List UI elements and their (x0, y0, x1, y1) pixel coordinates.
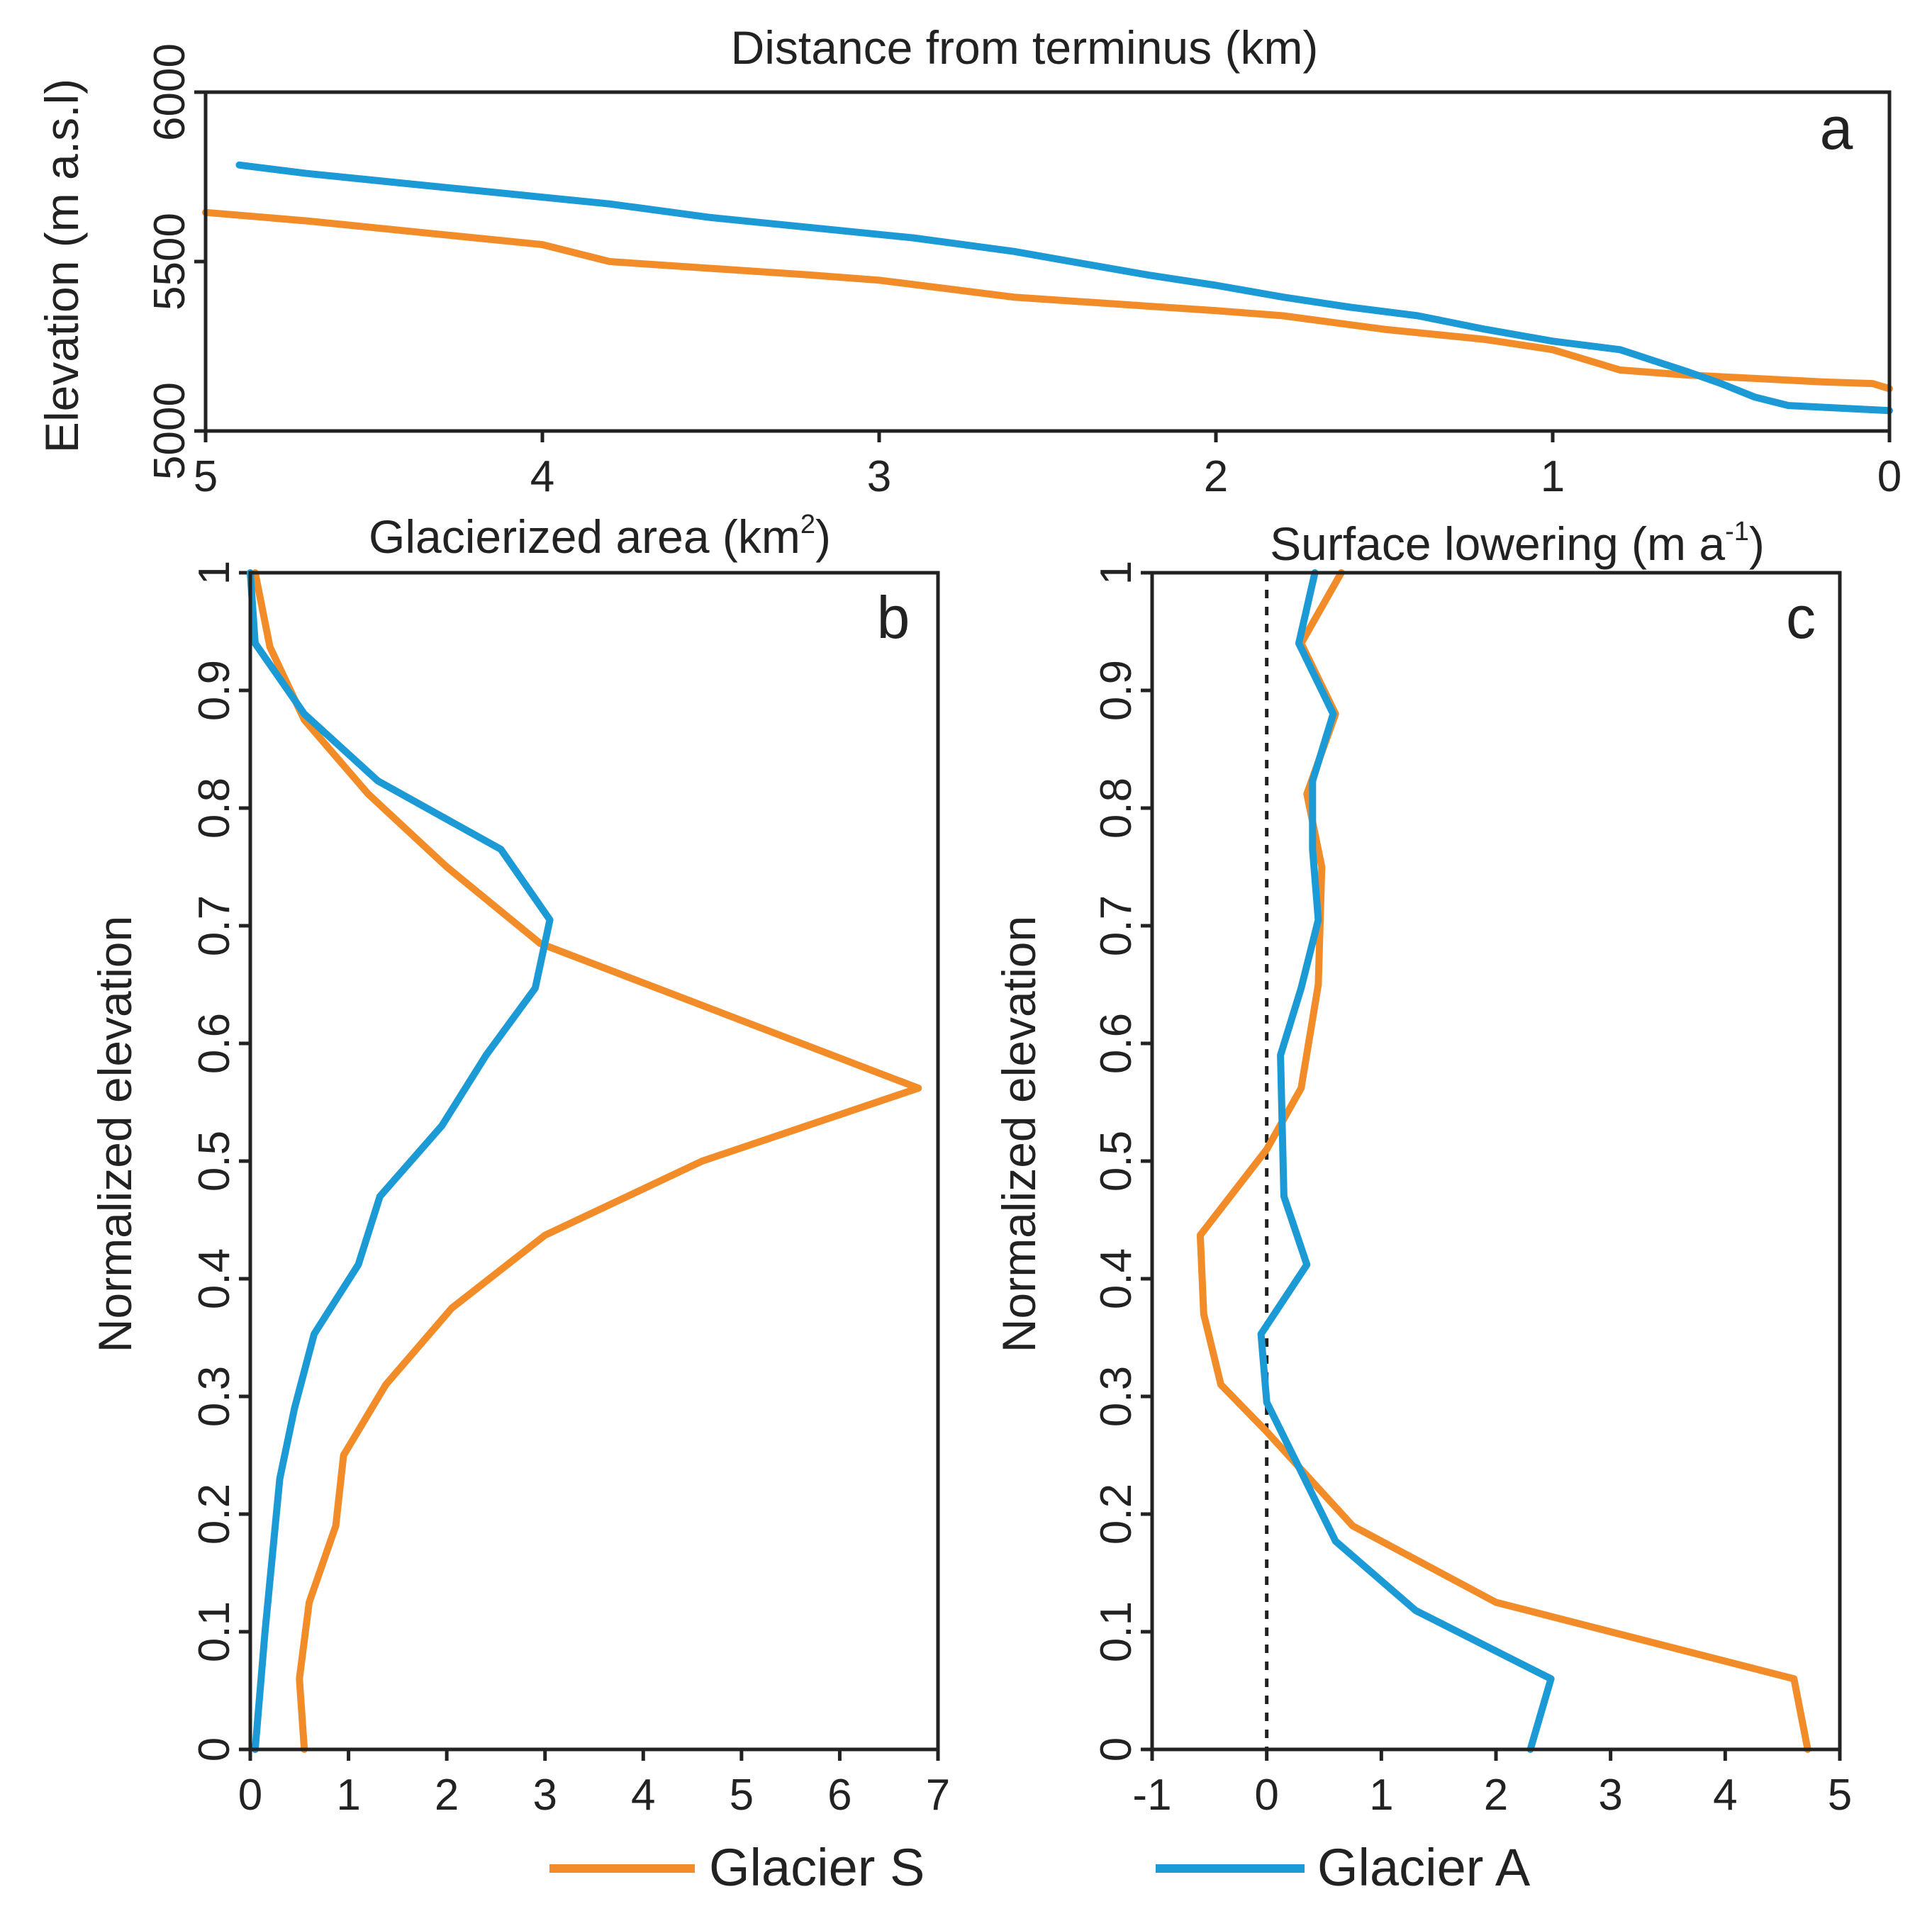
panel-b-lines (247, 569, 922, 1753)
panel-b-xticks: 0 1 2 3 4 5 6 7 (238, 1749, 950, 1820)
y-tick-label: 0.5 (190, 1131, 239, 1192)
y-tick-label: 5500 (145, 213, 194, 310)
x-tick-label: 5 (194, 452, 218, 501)
y-tick-label: 0.9 (1092, 660, 1141, 721)
x-tick-label: 5 (1828, 1771, 1852, 1820)
panel-c-yticks: 0 0.1 0.2 0.3 0.4 0.5 0.6 0.7 0.8 0.9 1 (1092, 561, 1152, 1761)
panel-b-title: Glacierized area (km2) (369, 510, 831, 563)
x-tick-label: 1 (336, 1771, 360, 1820)
y-tick-label: 6000 (145, 43, 194, 141)
y-tick-label: 0.1 (190, 1601, 239, 1662)
x-tick-label: 3 (867, 452, 891, 501)
x-tick-label: 4 (1713, 1771, 1737, 1820)
panel-a-yticks: 5000 5500 6000 (145, 43, 206, 480)
y-tick-label: 0.8 (190, 778, 239, 839)
y-tick-label: 0.4 (1092, 1248, 1141, 1309)
x-tick-label: -1 (1132, 1771, 1171, 1820)
y-tick-label: 0.6 (1092, 1013, 1141, 1074)
x-tick-label: 5 (730, 1771, 754, 1820)
panel-b: Glacierized area (km2) Normalized elevat… (89, 510, 950, 1820)
panel-a: Distance from terminus (km) Elevation (m… (35, 21, 1902, 501)
y-tick-label: 0.7 (1092, 895, 1141, 956)
panel-b-yticks: 0 0.1 0.2 0.3 0.4 0.5 0.6 0.7 0.8 0.9 1 (190, 561, 250, 1761)
panel-b-frame (248, 571, 940, 1752)
y-tick-label: 5000 (145, 382, 194, 480)
y-tick-label: 0.4 (190, 1248, 239, 1309)
x-tick-label: 2 (1204, 452, 1228, 501)
panel-c-frame (1150, 571, 1842, 1752)
y-tick-label: 0.6 (190, 1013, 239, 1074)
series-line-glacier-s (251, 569, 922, 1753)
panel-b-ylabel: Normalized elevation (89, 916, 141, 1352)
series-line-glacier-a (235, 161, 1893, 415)
y-tick-label: 1 (1092, 561, 1141, 585)
panel-a-frame (203, 90, 1892, 433)
y-tick-label: 0.2 (1092, 1484, 1141, 1545)
y-tick-label: 1 (190, 561, 239, 585)
x-tick-label: 4 (631, 1771, 655, 1820)
panel-c-letter: c (1786, 584, 1816, 651)
panel-c-lines (1196, 569, 1811, 1753)
x-tick-label: 3 (1598, 1771, 1622, 1820)
panel-a-letter: a (1820, 95, 1853, 162)
y-tick-label: 0.2 (190, 1484, 239, 1545)
x-tick-label: 1 (1541, 452, 1565, 501)
x-tick-label: 2 (1484, 1771, 1508, 1820)
y-tick-label: 0.3 (190, 1366, 239, 1427)
series-line-glacier-a (247, 569, 554, 1753)
panel-a-title: Distance from terminus (km) (731, 21, 1319, 74)
series-line-glacier-s (1196, 569, 1811, 1753)
legend-label-glacier-s: Glacier S (709, 1838, 925, 1897)
y-tick-label: 0.9 (190, 660, 239, 721)
panel-c-xticks: -1 0 1 2 3 4 5 (1132, 1749, 1852, 1820)
legend: Glacier S Glacier A (549, 1838, 1531, 1897)
panel-a-ylabel: Elevation (m a.s.l) (35, 79, 88, 453)
y-tick-label: 0.5 (1092, 1131, 1141, 1192)
x-tick-label: 0 (1877, 452, 1902, 501)
x-tick-label: 6 (827, 1771, 851, 1820)
y-tick-label: 0.3 (1092, 1366, 1141, 1427)
y-tick-label: 0.8 (1092, 778, 1141, 839)
panel-c-title: Surface lowering (m a-1) (1270, 517, 1765, 570)
x-tick-label: 2 (435, 1771, 459, 1820)
series-line-glacier-a (1257, 569, 1555, 1753)
x-tick-label: 3 (532, 1771, 557, 1820)
series-line-glacier-s (202, 208, 1893, 393)
x-tick-label: 1 (1369, 1771, 1393, 1820)
panel-a-xticks: 5 4 3 2 1 0 (194, 431, 1902, 501)
x-tick-label: 7 (926, 1771, 950, 1820)
panel-c: Surface lowering (m a-1) Normalized elev… (993, 517, 1852, 1820)
y-tick-label: 0 (1092, 1737, 1141, 1761)
x-tick-label: 4 (530, 452, 554, 501)
y-tick-label: 0.1 (1092, 1601, 1141, 1662)
y-tick-label: 0 (190, 1737, 239, 1761)
y-tick-label: 0.7 (190, 895, 239, 956)
x-tick-label: 0 (1254, 1771, 1278, 1820)
x-tick-label: 0 (238, 1771, 262, 1820)
panel-c-ylabel: Normalized elevation (993, 916, 1045, 1352)
panel-b-letter: b (877, 584, 910, 651)
legend-label-glacier-a: Glacier A (1317, 1838, 1531, 1897)
panel-a-lines (202, 161, 1893, 415)
